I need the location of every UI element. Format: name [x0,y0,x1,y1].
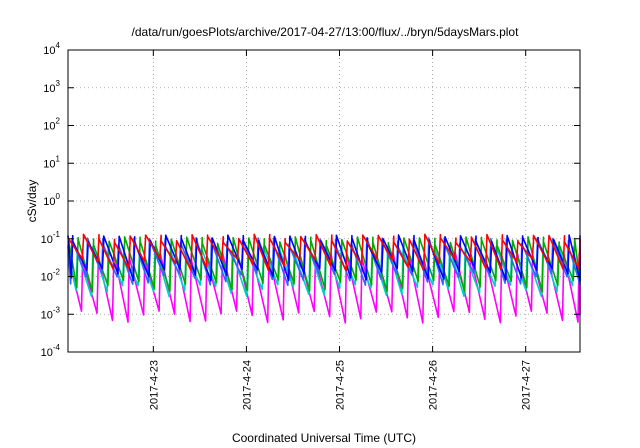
y-axis: 104 103 102 101 100 10-1 10-2 10-3 10-4 [41,41,580,359]
y-tick-label: 104 [43,41,60,57]
x-axis: 2017-4-23 2017-4-24 2017-4-25 2017-4-26 2017… [148,50,533,410]
series-line [67,234,581,282]
x-tick-label: 2017-4-24 [241,360,253,410]
y-tick-label: 102 [43,117,60,133]
x-tick-label: 2017-4-23 [148,360,160,410]
y-tick-label: 101 [43,154,60,170]
y-tick-label: 10-4 [41,343,61,359]
y-tick-label: 10-3 [41,305,61,321]
y-axis-label: cSv/day [25,180,39,223]
series-line [67,236,581,293]
chart-title: /data/run/goesPlots/archive/2017-04-27/1… [132,25,520,39]
y-tick-label: 10-1 [41,230,61,246]
y-tick-label: 10-2 [41,268,61,284]
x-axis-label: Coordinated Universal Time (UTC) [232,431,416,445]
y-tick-label: 103 [43,79,60,95]
x-tick-label: 2017-4-25 [335,360,347,410]
x-tick-label: 2017-4-26 [428,360,440,410]
series-group [67,233,581,324]
x-tick-label: 2017-4-27 [521,360,533,410]
grid [68,50,580,352]
series-line [67,233,581,272]
y-tick-label: 100 [43,192,60,208]
